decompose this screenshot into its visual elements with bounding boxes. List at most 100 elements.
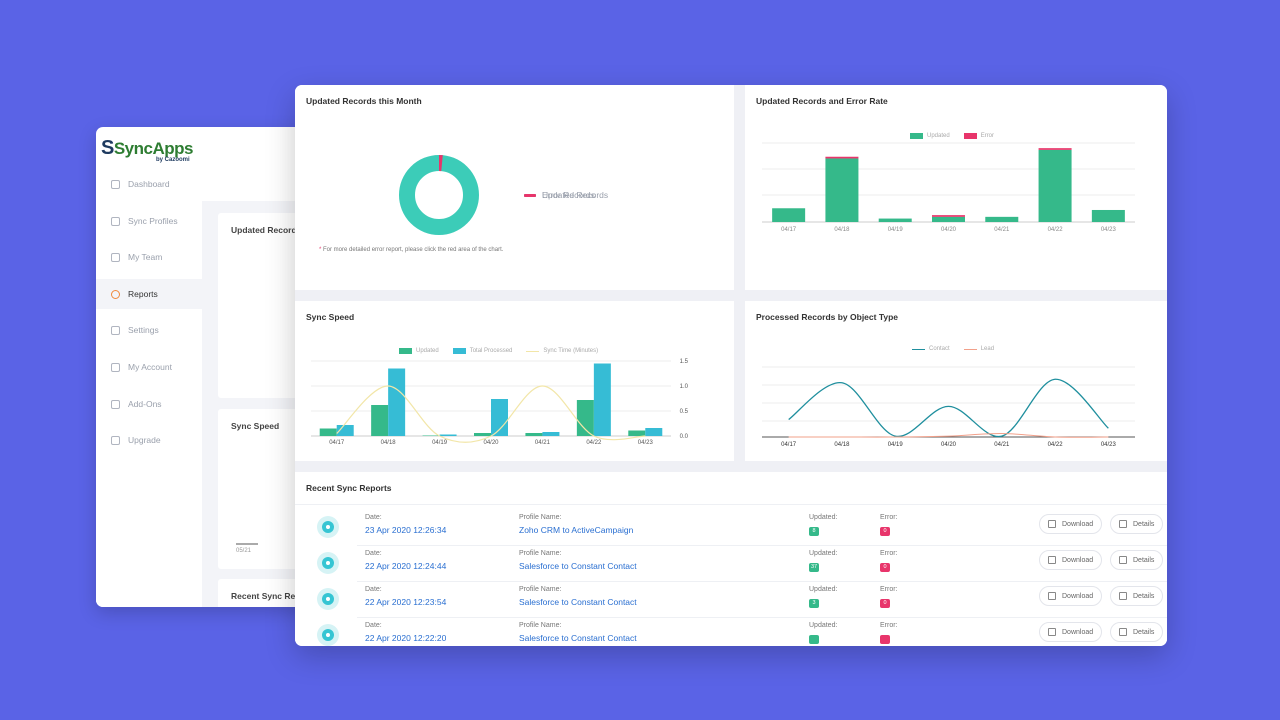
legend-label: Sync Time (Minutes) <box>543 348 599 354</box>
pie-chart-icon <box>317 552 339 574</box>
chart-legend: Updated Total Processed Sync Time (Minut… <box>399 348 612 354</box>
processed-records-chart[interactable]: 04/17 04/18 04/19 04/20 04/21 04/22 04/23 <box>745 301 1167 461</box>
sidebar-item-add-ons[interactable]: Add-Ons <box>96 389 202 419</box>
details-button[interactable]: Details <box>1110 550 1164 570</box>
bar-updated <box>525 433 543 436</box>
bar-updated <box>985 216 1019 222</box>
details-button[interactable]: Details <box>1110 622 1164 642</box>
details-icon <box>1119 628 1127 636</box>
download-icon <box>1048 520 1056 528</box>
bar-updated <box>422 435 440 436</box>
bar-updated <box>932 216 965 222</box>
updated-label: Updated: <box>809 514 838 521</box>
table-row[interactable]: Date: 22 Apr 2020 12:24:44 Profile Name:… <box>295 546 1167 582</box>
x-tick-label: 04/17 <box>329 440 345 446</box>
logo-subtitle: by Cazoomi <box>156 157 190 163</box>
y-tick-label: 1.0 <box>680 384 689 390</box>
legend-error[interactable]: Error Records <box>524 189 1167 201</box>
legend-total-processed[interactable]: Total Processed <box>452 348 512 354</box>
x-tick-label: 04/18 <box>834 442 850 448</box>
add-ons-icon <box>111 399 120 409</box>
x-tick-label: 04/23 <box>638 440 654 446</box>
table-row[interactable]: Date: 22 Apr 2020 12:22:20 Profile Name:… <box>295 618 1167 646</box>
chart-legend: Updated Error <box>910 133 1008 139</box>
sync-speed-chart[interactable]: 1.5 1.0 0.5 0.0 04/17 04/18 04/19 04/20 04/21 04/… <box>295 301 734 461</box>
error-count-badge <box>880 635 890 644</box>
sidebar-item-my-team[interactable]: My Team <box>96 242 202 272</box>
date-value: 23 Apr 2020 12:26:34 <box>365 525 447 535</box>
sidebar-item-my-account[interactable]: My Account <box>96 352 202 382</box>
download-button[interactable]: Download <box>1039 586 1103 606</box>
sidebar-item-settings[interactable]: Settings <box>96 315 202 345</box>
bar-total-processed <box>645 428 663 436</box>
legend-updated[interactable]: Updated <box>910 133 950 139</box>
details-button[interactable]: Details <box>1110 586 1164 606</box>
profile-name-link[interactable]: Salesforce to Constant Contact <box>519 561 637 571</box>
team-icon <box>111 252 120 262</box>
profile-name-link[interactable]: Salesforce to Constant Contact <box>519 597 637 607</box>
updated-count-badge: 3 <box>809 599 819 608</box>
legend-lead[interactable]: Lead <box>963 346 995 352</box>
profile-name-link[interactable]: Salesforce to Constant Contact <box>519 633 637 643</box>
legend-swatch <box>910 133 923 139</box>
download-button[interactable]: Download <box>1039 622 1103 642</box>
dashboard-icon <box>111 179 120 189</box>
error-label: Error: <box>880 622 898 629</box>
sidebar-item-reports[interactable]: Reports <box>96 279 202 309</box>
panel-title: Updated Records this Month <box>306 96 422 106</box>
note-text: For more detailed error report, please c… <box>323 247 504 253</box>
download-button[interactable]: Download <box>1039 550 1103 570</box>
sidebar-item-label: Add-Ons <box>128 399 162 409</box>
panel-title: Updated Records and Error Rate <box>756 96 888 106</box>
legend-swatch <box>452 348 466 354</box>
reports-icon <box>111 289 120 299</box>
error-count-badge: 0 <box>880 563 890 572</box>
legend-swatch <box>963 348 977 350</box>
legend-swatch <box>526 350 540 352</box>
bar-updated <box>576 400 594 436</box>
legend-updated[interactable]: Updated <box>399 348 439 354</box>
bar-total-processed <box>439 434 457 436</box>
table-row[interactable]: Date: 22 Apr 2020 12:23:54 Profile Name:… <box>295 582 1167 618</box>
donut-slice-updated <box>399 155 479 235</box>
legend-sync-time[interactable]: Sync Time (Minutes) <box>526 348 598 354</box>
legend-label: Lead <box>980 346 995 352</box>
bg-tick-label: 05/21 <box>236 548 252 554</box>
download-label: Download <box>1062 628 1094 636</box>
y-tick-label: 0.5 <box>680 409 689 415</box>
profile-label: Profile Name: <box>519 550 562 557</box>
sidebar-item-label: Upgrade <box>128 435 161 445</box>
updated-count-badge <box>809 635 819 644</box>
download-label: Download <box>1062 592 1094 600</box>
bar-total-processed <box>542 432 560 436</box>
x-tick-label: 04/22 <box>586 440 602 446</box>
updated-count-badge: 37 <box>809 563 820 572</box>
date-value: 22 Apr 2020 12:23:54 <box>365 597 447 607</box>
legend-contact[interactable]: Contact <box>912 346 950 352</box>
date-label: Date: <box>365 550 382 557</box>
sidebar-item-upgrade[interactable]: Upgrade <box>96 425 202 455</box>
line-lead <box>788 432 1109 438</box>
table-row[interactable]: Date: 23 Apr 2020 12:26:34 Profile Name:… <box>295 510 1167 546</box>
date-value: 22 Apr 2020 12:22:20 <box>365 633 447 643</box>
updated-error-chart[interactable]: 04/17 04/18 04/19 04/20 04/21 04/22 04/23 <box>745 85 1167 290</box>
syncapps-logo[interactable]: SSyncApps by Cazoomi <box>96 127 202 170</box>
details-button[interactable]: Details <box>1110 514 1164 534</box>
legend-error[interactable]: Error <box>963 133 994 139</box>
donut-chart[interactable] <box>295 85 734 290</box>
recent-sync-reports: Recent Sync Reports Date: 23 Apr 2020 12… <box>295 472 1167 646</box>
note-star: * <box>319 247 322 253</box>
profile-name-link[interactable]: Zoho CRM to ActiveCampaign <box>519 525 634 535</box>
sidebar-nav: Dashboard Sync Profiles My Team Reports … <box>96 169 202 607</box>
details-icon <box>1119 520 1127 528</box>
sidebar-item-dashboard[interactable]: Dashboard <box>96 169 202 199</box>
sidebar-item-sync-profiles[interactable]: Sync Profiles <box>96 206 202 236</box>
panel-title: Processed Records by Object Type <box>756 312 899 322</box>
x-tick-label: 04/19 <box>888 227 904 233</box>
download-button[interactable]: Download <box>1039 514 1103 534</box>
settings-icon <box>111 325 120 335</box>
bar-updated <box>825 158 859 222</box>
x-tick-label: 04/17 <box>781 442 797 448</box>
y-tick-label: 1.5 <box>680 359 689 365</box>
y-tick-label: 0.0 <box>680 434 689 440</box>
